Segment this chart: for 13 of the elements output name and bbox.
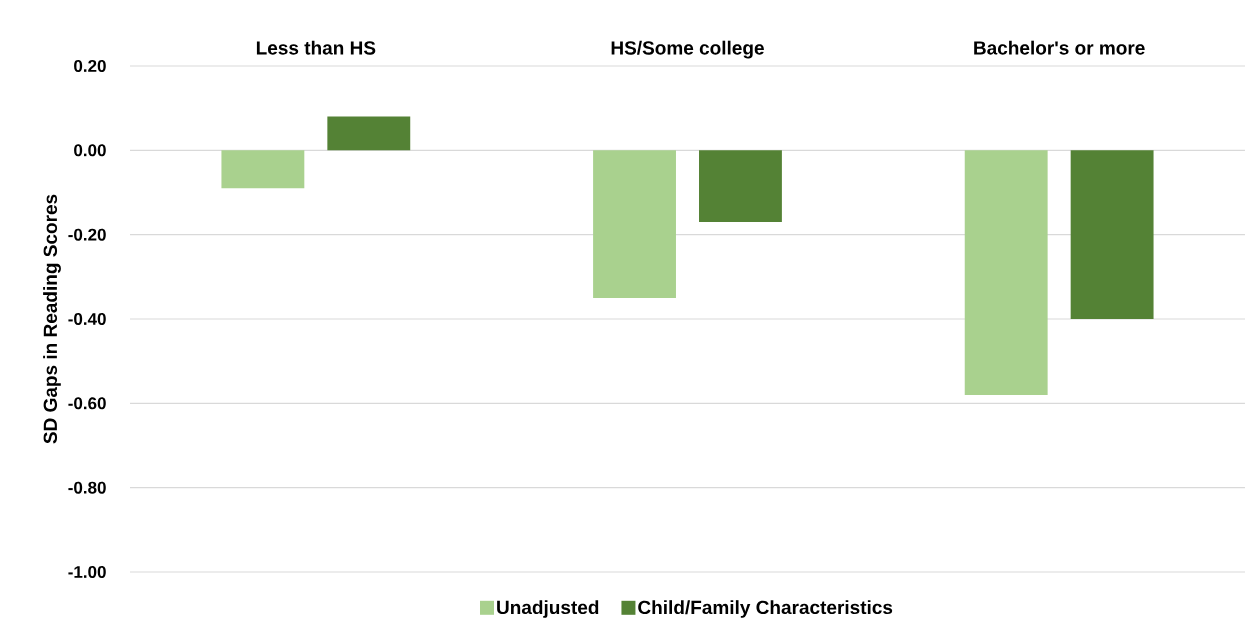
legend-label: Unadjusted xyxy=(497,600,599,618)
x-tick-label: Bachelor's or more xyxy=(974,40,1145,55)
y-tick-label: -1.00 xyxy=(68,565,106,579)
y-axis-title: SD Gaps in Reading Scores xyxy=(43,194,61,444)
y-tick-label: -0.40 xyxy=(68,312,106,326)
x-tick-label: Less than HS xyxy=(256,40,376,55)
y-tick-label: -0.80 xyxy=(68,481,106,494)
y-tick-label: 0.00 xyxy=(74,144,106,157)
x-tick-label: HS/Some college xyxy=(611,40,764,59)
y-tick-label: 0.20 xyxy=(74,59,106,73)
legend-label: Child/Family Characteristics xyxy=(638,600,893,618)
y-tick-label: -0.60 xyxy=(68,397,106,410)
y-tick-label: -0.20 xyxy=(68,228,106,241)
